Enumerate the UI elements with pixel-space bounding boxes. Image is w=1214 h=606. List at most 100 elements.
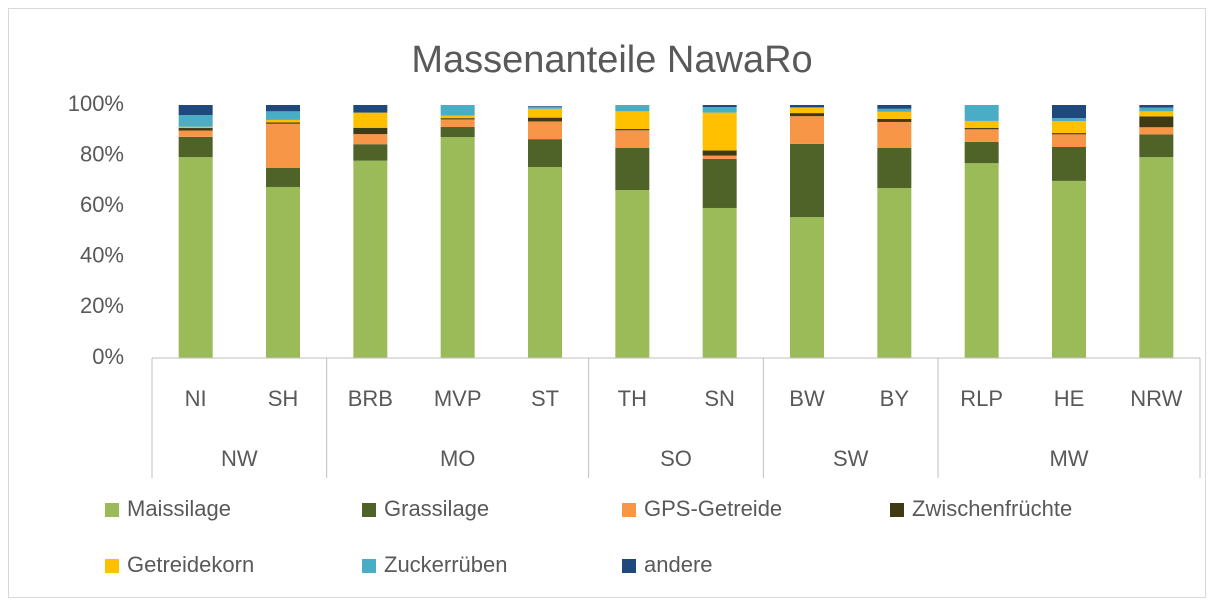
bar-segment	[353, 134, 388, 145]
x-tick-label: ST	[531, 386, 559, 411]
bar-segment	[178, 126, 213, 129]
bar-segment	[266, 105, 300, 112]
bar-segment	[790, 108, 824, 114]
bar-segment	[178, 105, 213, 116]
bar-segment	[877, 187, 912, 358]
bar-segment	[790, 105, 824, 108]
bar-segment	[440, 127, 475, 138]
bar-segment	[702, 207, 737, 358]
bar-segment	[1139, 157, 1174, 358]
bar-segment	[1052, 105, 1086, 119]
bar-segment	[266, 186, 300, 358]
y-tick-label: 60%	[80, 192, 124, 217]
bar-segment	[178, 115, 213, 127]
bar-segment	[1139, 111, 1174, 117]
bar-segment	[790, 113, 824, 117]
bar-segment	[615, 130, 650, 149]
bar-segment	[877, 148, 912, 188]
x-tick-label: RLP	[960, 386, 1003, 411]
bar-segment	[440, 137, 475, 358]
bar-segment	[964, 163, 999, 358]
legend-label: GPS-Getreide	[644, 496, 782, 521]
group-label: MW	[1049, 446, 1088, 471]
x-tick-label: BRB	[348, 386, 393, 411]
legend-label: Zwischenfrüchte	[912, 496, 1072, 521]
bar-segment	[178, 136, 213, 158]
x-tick-label: HE	[1054, 386, 1085, 411]
bar-segment	[1052, 146, 1086, 181]
legend-label: andere	[644, 552, 713, 577]
bar-segment	[353, 112, 388, 128]
bar-segment	[964, 141, 999, 164]
bar-segment	[266, 119, 300, 123]
y-tick-label: 100%	[68, 91, 124, 116]
bar-segment	[702, 112, 737, 151]
x-tick-label: MVP	[434, 386, 482, 411]
bar-segment	[615, 105, 650, 112]
group-label: SW	[833, 446, 869, 471]
legend-swatch	[105, 503, 119, 517]
bar-segment	[178, 128, 213, 131]
bar-segment	[353, 160, 388, 358]
bar-segment	[790, 116, 824, 144]
bar-segment	[528, 108, 562, 118]
bar-segment	[877, 121, 912, 149]
bar-segment	[964, 105, 999, 121]
bar-segment	[790, 107, 824, 109]
x-tick-label: NI	[185, 386, 207, 411]
legend-swatch	[105, 559, 119, 573]
bar-segment	[440, 115, 475, 119]
bar-segment	[615, 111, 650, 130]
legend-swatch	[362, 559, 376, 573]
bar-segment	[702, 107, 737, 113]
legend-swatch	[622, 559, 636, 573]
bar-segment	[877, 108, 912, 112]
bar-segment	[266, 167, 300, 187]
legend-label: Zuckerrüben	[384, 552, 508, 577]
bar-segment	[1052, 118, 1086, 122]
bar-segment	[964, 129, 999, 142]
bar-segment	[877, 105, 912, 109]
y-tick-label: 80%	[80, 141, 124, 166]
group-label: SO	[660, 446, 692, 471]
legend-label: Maissilage	[127, 496, 231, 521]
bar-segment	[528, 139, 562, 167]
bar-segment	[615, 148, 650, 191]
bar-segment	[353, 105, 388, 113]
legend-label: Grassilage	[384, 496, 489, 521]
bar-segment	[178, 130, 213, 137]
bar-segment	[440, 105, 475, 116]
legend-swatch	[362, 503, 376, 517]
bar-segment	[440, 119, 475, 128]
bar-segment	[1139, 107, 1174, 112]
bar-segment	[877, 111, 912, 119]
bar-segment	[702, 150, 737, 156]
bar-segment	[353, 127, 388, 135]
group-label: NW	[221, 446, 258, 471]
legend-swatch	[890, 503, 904, 517]
bar-segment	[702, 155, 737, 159]
bar-segment	[790, 143, 824, 218]
bar-segment	[790, 217, 824, 358]
legend-label: Getreidekorn	[127, 552, 254, 577]
bar-segment	[1052, 121, 1086, 134]
bar-segment	[266, 123, 300, 168]
bar-segment	[528, 166, 562, 358]
bar-segment	[1139, 105, 1174, 108]
bar-segment	[964, 128, 999, 130]
bar-segment	[615, 190, 650, 358]
bar-segment	[266, 111, 300, 120]
x-tick-label: BY	[880, 386, 910, 411]
legend-swatch	[622, 503, 636, 517]
group-label: MO	[440, 446, 475, 471]
chart-title: Massenanteile NawaRo	[411, 39, 812, 81]
bar-segment	[528, 106, 562, 108]
bar-segment	[178, 157, 213, 358]
bar-segment	[528, 107, 562, 109]
y-tick-label: 40%	[80, 243, 124, 268]
bar-segment	[1052, 133, 1086, 135]
bar-segment	[528, 117, 562, 122]
bar-segment	[353, 144, 388, 161]
